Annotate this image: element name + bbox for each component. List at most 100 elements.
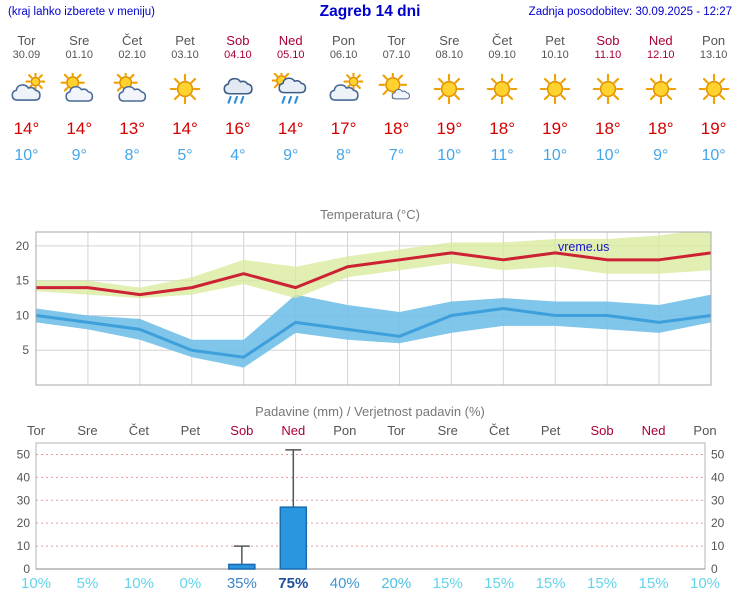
day-column[interactable]: Sre 08.10 19° 10° bbox=[423, 33, 476, 165]
day-name: Sre bbox=[439, 33, 460, 48]
precip-day-label: Ned bbox=[641, 423, 666, 438]
sunny-icon bbox=[687, 73, 740, 113]
day-date: 03.10 bbox=[171, 49, 199, 61]
sunny-icon bbox=[529, 73, 582, 113]
day-column[interactable]: Tor 30.09 14° 10° bbox=[0, 33, 53, 165]
precip-y-tick: 0 bbox=[711, 562, 718, 575]
day-name: Čet bbox=[492, 33, 513, 48]
day-name: Pon bbox=[702, 33, 726, 48]
min-temperature: 5° bbox=[177, 147, 193, 164]
day-date: 12.10 bbox=[646, 49, 675, 61]
precip-probability: 75% bbox=[278, 575, 309, 592]
partly-cloudy-icon bbox=[106, 73, 159, 113]
partly-cloudy-icon bbox=[53, 73, 106, 113]
menu-hint[interactable]: (kraj lahko izberete v meniju) bbox=[8, 6, 156, 18]
precip-y-tick: 20 bbox=[17, 516, 31, 530]
day-column[interactable]: Sob 11.10 18° 10° bbox=[581, 33, 634, 165]
page-title: Zagreb 14 dni bbox=[319, 3, 421, 20]
mostly-sunny-icon bbox=[370, 73, 423, 113]
temp-y-tick: 20 bbox=[16, 239, 30, 253]
day-name: Tor bbox=[387, 33, 406, 48]
day-column[interactable]: Pon 06.10 17° 8° bbox=[317, 33, 370, 165]
temp-y-tick: 10 bbox=[16, 308, 30, 322]
day-date: 13.10 bbox=[699, 49, 728, 61]
day-column[interactable]: Pon 13.10 19° 10° bbox=[687, 33, 740, 165]
min-temperature: 10° bbox=[542, 147, 568, 164]
max-temperature: 19° bbox=[700, 119, 727, 138]
precip-probability: 10% bbox=[20, 575, 52, 592]
day-column[interactable]: Pet 10.10 19° 10° bbox=[529, 33, 582, 165]
day-column[interactable]: Sob 04.10 16° 4° bbox=[211, 33, 264, 165]
precip-y-tick: 50 bbox=[17, 447, 31, 461]
day-column[interactable]: Čet 02.10 13° 8° bbox=[106, 33, 159, 165]
day-date: 07.10 bbox=[382, 49, 411, 61]
day-column[interactable]: Tor 07.10 18° 7° bbox=[370, 33, 423, 165]
day-column[interactable]: Pet 03.10 14° 5° bbox=[159, 33, 212, 165]
precip-day-labels-row: Tor Sre Čet Pet Sob Ned Pon Tor Sre Čet Pet Sob Ned P… bbox=[0, 423, 740, 439]
day-column[interactable]: Čet 09.10 18° 11° bbox=[476, 33, 529, 165]
precip-probability: 40% bbox=[329, 575, 360, 592]
sunny-icon bbox=[159, 73, 212, 113]
precip-day-label: Ned bbox=[281, 423, 306, 438]
min-temperature: 4° bbox=[230, 147, 246, 164]
min-temperature: 9° bbox=[71, 147, 87, 164]
min-temperature: 8° bbox=[124, 147, 140, 164]
max-temperature: 16° bbox=[225, 119, 251, 138]
sun-rain-icon bbox=[264, 73, 317, 113]
cloudy-icon bbox=[0, 73, 53, 113]
temp-y-tick: 5 bbox=[22, 343, 29, 357]
day-column[interactable]: Ned 05.10 14° 9° bbox=[264, 33, 317, 165]
day-column[interactable]: Sre 01.10 14° 9° bbox=[53, 33, 106, 165]
forecast-strip: Tor 30.09 14° 10° Sre 01.10 14° 9° Čet 0… bbox=[0, 33, 740, 165]
sunny-icon bbox=[476, 73, 529, 113]
day-name: Ned bbox=[278, 33, 303, 48]
min-temp-line bbox=[36, 307, 711, 359]
min-temperature: 10° bbox=[437, 147, 462, 164]
precip-probability: 10% bbox=[689, 575, 721, 592]
day-date: 10.10 bbox=[541, 49, 569, 61]
precip-probability: 0% bbox=[179, 575, 202, 592]
min-temperature: 9° bbox=[653, 147, 669, 164]
max-temperature: 14° bbox=[66, 119, 93, 138]
max-temperature: 13° bbox=[119, 119, 145, 138]
sunny-icon bbox=[634, 73, 687, 113]
precip-y-tick: 40 bbox=[17, 470, 31, 484]
max-temperature: 14° bbox=[13, 119, 40, 138]
precip-y-tick: 50 bbox=[711, 447, 725, 461]
precip-day-label: Sob bbox=[590, 423, 614, 438]
max-temperature: 18° bbox=[595, 119, 621, 138]
min-temperature: 10° bbox=[701, 147, 726, 164]
day-name: Pet bbox=[545, 33, 565, 48]
day-name: Pon bbox=[332, 33, 356, 48]
min-temperature: 9° bbox=[283, 147, 299, 164]
precip-y-tick: 30 bbox=[711, 493, 725, 507]
min-temperature: 8° bbox=[335, 147, 352, 164]
day-date: 06.10 bbox=[329, 49, 358, 61]
precip-day-label: Čet bbox=[489, 423, 510, 438]
day-column[interactable]: Ned 12.10 18° 9° bbox=[634, 33, 687, 165]
day-date: 11.10 bbox=[594, 49, 622, 61]
max-temp-line bbox=[36, 251, 711, 297]
cloudy-icon bbox=[317, 73, 370, 113]
precip-day-label: Sob bbox=[230, 423, 254, 438]
day-date: 01.10 bbox=[65, 49, 94, 61]
min-temperature: 10° bbox=[14, 147, 39, 164]
precip-y-tick: 0 bbox=[23, 562, 30, 575]
precip-probability: 15% bbox=[484, 575, 515, 592]
header-bar: (kraj lahko izberete v meniju) Zagreb 14… bbox=[0, 0, 740, 27]
temp-y-tick: 15 bbox=[16, 274, 30, 288]
precip-probability: 10% bbox=[123, 575, 154, 592]
min-temperature: 10° bbox=[595, 147, 620, 164]
day-name: Čet bbox=[122, 33, 143, 48]
precip-y-tick: 40 bbox=[711, 470, 725, 484]
precip-y-tick: 10 bbox=[711, 539, 725, 553]
precip-day-label: Tor bbox=[26, 423, 46, 438]
min-temperature: 11° bbox=[490, 147, 514, 164]
last-update-timestamp: Zadnja posodobitev: 30.09.2025 - 12:27 bbox=[528, 6, 732, 18]
precip-probability: 15% bbox=[432, 575, 463, 592]
max-temperature: 14° bbox=[277, 119, 304, 138]
precip-y-tick: 30 bbox=[17, 493, 31, 507]
precip-day-label: Pon bbox=[333, 423, 357, 438]
max-temperature: 18° bbox=[489, 119, 516, 138]
day-date: 08.10 bbox=[435, 49, 464, 61]
